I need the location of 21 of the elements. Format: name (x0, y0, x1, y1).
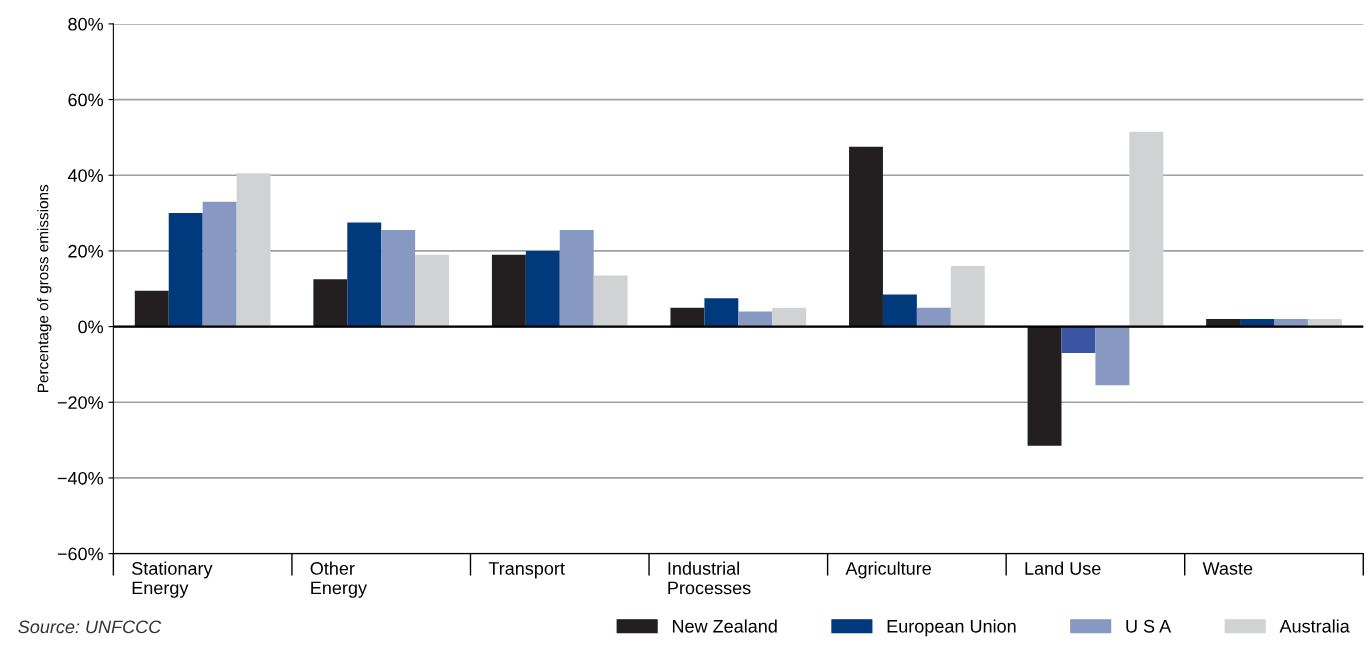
y-axis-title: Percentage of gross emissions (37, 184, 52, 392)
x-tick-label: Waste (1202, 562, 1253, 575)
y-tick-label: −20% (57, 396, 104, 409)
x-tick-label: Stationary Energy (132, 561, 213, 598)
legend-label: Australia (1279, 619, 1350, 633)
x-tick-label: Agriculture (845, 561, 931, 579)
y-tick-label: 60% (68, 93, 104, 107)
y-tick-label: 0% (78, 320, 104, 334)
y-tick-label: −40% (57, 471, 104, 485)
x-tick-label: Industrial Processes (668, 561, 751, 595)
source-note: Source: UNFCCC (18, 620, 162, 634)
legend-label: U S A (1126, 619, 1172, 633)
x-tick-label: Land Use (1025, 561, 1101, 575)
x-tick-label: Other Energy (310, 561, 367, 598)
legend-label: New Zealand (672, 619, 777, 633)
x-tick-label: Transport (488, 562, 565, 579)
y-tick-label: 40% (67, 169, 104, 182)
y-tick-label: 80% (68, 17, 104, 31)
legend-label: European Union (887, 619, 1016, 637)
y-tick-label: 20% (68, 244, 104, 258)
y-tick-label: −60% (57, 547, 104, 561)
